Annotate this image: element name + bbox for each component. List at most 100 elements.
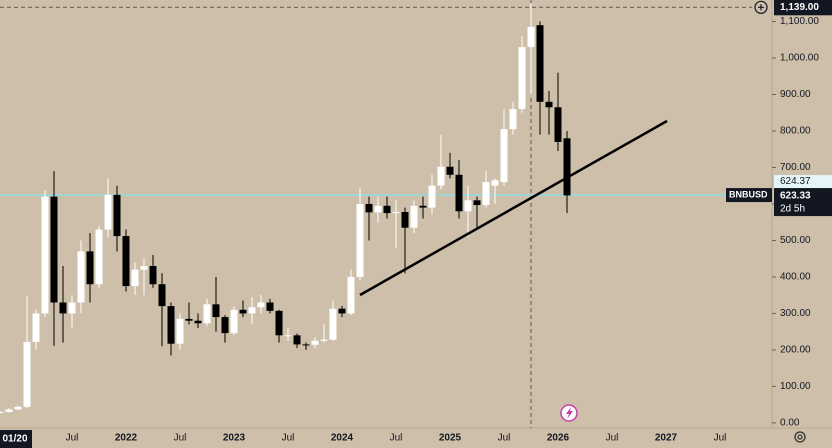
candle-body	[248, 307, 256, 314]
candle-body	[518, 47, 526, 110]
settings-icon[interactable]	[794, 431, 806, 443]
x-tick-label: Jul	[606, 433, 619, 444]
candle-body	[338, 308, 346, 314]
last-price-box	[774, 188, 832, 217]
candle-body	[140, 265, 148, 270]
candle-body	[563, 138, 571, 196]
x-tick-label: Jul	[714, 433, 727, 444]
candle-body	[41, 196, 49, 314]
candle-body	[167, 306, 175, 344]
candle-body	[14, 406, 22, 410]
candle-body	[545, 101, 553, 108]
y-tick-label: 200.00	[780, 345, 811, 356]
x-tick-label: Jul	[282, 433, 295, 444]
candle-body	[149, 265, 157, 285]
candle-body	[131, 269, 139, 287]
candle-body	[473, 200, 481, 206]
x-tick-label: 2022	[115, 433, 138, 444]
y-tick-label: 900.00	[780, 89, 811, 100]
candle-body	[482, 182, 490, 206]
candle-body	[491, 180, 499, 186]
crosshair-price-box	[774, 0, 832, 16]
symbol-box	[726, 188, 772, 203]
candle-body	[113, 194, 121, 237]
x-tick-label: 01/20	[2, 434, 27, 445]
candle-body	[104, 194, 112, 230]
candle-body	[365, 203, 373, 213]
candle-body	[284, 335, 292, 337]
alert-price-box	[774, 175, 832, 189]
crosshair-plus-sign	[758, 4, 764, 11]
candle-body	[95, 229, 103, 285]
marks	[0, 3, 772, 414]
event-icon-bolt	[566, 407, 573, 419]
candle-body	[419, 205, 427, 208]
x-tick-label: 2023	[223, 433, 246, 444]
candle-body	[59, 302, 67, 314]
candle-body	[428, 185, 436, 208]
symbol-label: BNBUSD	[729, 189, 768, 199]
y-tick-label: 300.00	[780, 308, 811, 319]
candle-body	[410, 205, 418, 228]
candle-body	[455, 174, 463, 212]
y-tick-label: 800.00	[780, 126, 811, 137]
candle-body	[275, 310, 283, 336]
last-price-label: 623.33	[780, 191, 811, 202]
x-tick-label: Jul	[174, 433, 187, 444]
x-tick-label: 2024	[331, 433, 354, 444]
trendline[interactable]	[359, 119, 668, 297]
x-tick-label: 2026	[547, 433, 570, 444]
candle-body	[536, 25, 544, 102]
y-tick-label: 1,000.00	[780, 53, 819, 64]
alert-price-label: 624.37	[780, 176, 811, 187]
candle-body	[464, 200, 472, 212]
candle-body	[5, 409, 13, 412]
candle-body	[86, 251, 94, 285]
candle-body	[176, 318, 184, 344]
x-tick-label: 2027	[655, 433, 678, 444]
candle-body	[374, 205, 382, 213]
candle-body	[509, 109, 517, 130]
candle-body	[239, 309, 247, 314]
candle-body	[32, 313, 40, 342]
candle-body	[527, 27, 535, 48]
candle-body	[0, 411, 4, 413]
candle-body	[257, 302, 265, 308]
y-tick-label: 1,100.00	[780, 16, 819, 27]
candle-body	[68, 302, 76, 314]
candle-body	[311, 340, 319, 345]
candle-body	[356, 203, 364, 277]
candle-body	[23, 341, 31, 407]
candle-body	[347, 276, 355, 314]
candle-body	[392, 211, 400, 214]
y-tick-label: 700.00	[780, 162, 811, 173]
candle-body	[158, 284, 166, 307]
countdown-label: 2d 5h	[780, 204, 805, 215]
candle-body	[122, 236, 130, 287]
candle-body	[77, 251, 85, 303]
y-tick-label: 400.00	[780, 272, 811, 283]
crosshair-price-label: 1,139.00	[780, 2, 819, 13]
candle-body	[194, 320, 202, 324]
candle-body	[554, 107, 562, 142]
candle-body	[320, 339, 328, 341]
candle-body	[230, 309, 238, 334]
x-tick-label: Jul	[498, 433, 511, 444]
x-tick-label: Jul	[66, 433, 79, 444]
candle-body	[185, 318, 193, 321]
y-tick-label: 500.00	[780, 235, 811, 246]
candle-body	[293, 335, 301, 345]
candle-body	[203, 304, 211, 324]
x-tick-label: Jul	[390, 433, 403, 444]
y-tick-label: 0.00	[780, 418, 800, 429]
candle-body	[329, 308, 337, 340]
candle-body	[383, 205, 391, 214]
candle-body	[500, 129, 508, 183]
candle-body	[221, 317, 229, 334]
candle-body	[212, 304, 220, 318]
candle-body	[302, 344, 310, 346]
crosshair-time-box	[0, 430, 32, 448]
x-tick-label: 2025	[439, 433, 462, 444]
